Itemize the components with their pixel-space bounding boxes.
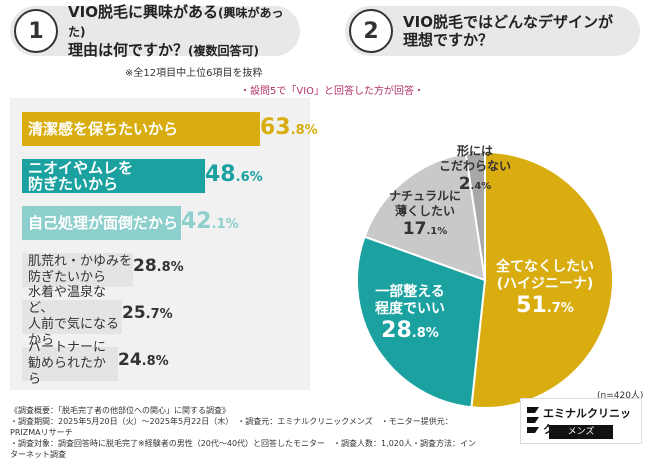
pie-label-4-line-1: 形には	[457, 143, 494, 158]
logo-name: エミナルクリニック	[543, 407, 631, 436]
pie-slice-4	[464, 150, 486, 281]
question-1-header: 1 VIO脱毛に興味がある(興味があった) 理由は何ですか？(複数回答可)	[10, 3, 300, 59]
bar-5-fill: 水着や温泉など、 人前で気になるから	[22, 285, 122, 348]
sample-size-note: (n=420人)	[597, 391, 644, 401]
pie-label-1: 全てなくしたい (ハイジニーナ) 51.7%	[496, 259, 594, 322]
bar-6-label-line-2: 勧められたから	[28, 356, 107, 387]
bar-1-fill: 清潔感を保ちたいから	[22, 112, 260, 146]
question-2-number: 2	[349, 9, 393, 53]
infographic: 1 VIO脱毛に興味がある(興味があった) 理由は何ですか？(複数回答可) 2 …	[10, 2, 644, 459]
footer-line-2: ・調査期間：2025年5月20日（火）～2025年5月22日（木） ・調査元：エ…	[10, 417, 453, 437]
pie-chart	[355, 150, 615, 414]
bar-2-label-line-2: 防ぎたいから	[28, 175, 119, 193]
bar-2: ニオイやムレを 防ぎたいから 48.6%	[22, 159, 263, 193]
footer-line-3: ・調査対象：調査回答時に脱毛完了※経験者の男性（20代～40代）と回答したモニタ…	[10, 439, 476, 459]
question-1-line1-sub: (興味があった)	[68, 5, 284, 39]
question-2-header: 2 VIO脱毛ではどんなデザインが 理想ですか？	[345, 6, 640, 56]
top-items-note: ※全12項目中上位6項目を抜粋	[125, 68, 263, 79]
bar-1: 清潔感を保ちたいから 63.8%	[22, 112, 318, 146]
logo-sub: メンズ	[549, 425, 613, 439]
question-2-line1: VIO脱毛ではどんなデザインが	[403, 13, 613, 31]
bar-chart-panel	[10, 98, 310, 390]
survey-footer: 《調査概要：「脱毛完了者の他部位への関心」に関する調査》 ・調査期間：2025年…	[10, 405, 480, 460]
pie-label-2: 一部整える 程度でいい 28.8%	[375, 284, 445, 347]
bar-3-value: 42.1%	[181, 209, 239, 234]
pie-label-1-line-1: 全てなくしたい	[496, 258, 594, 275]
logo-mark-icon	[527, 407, 539, 433]
bar-4-label-line-1: 肌荒れ・かゆみを	[28, 254, 133, 269]
bar-4-value: 28.8%	[133, 256, 184, 276]
bar-4: 肌荒れ・かゆみを 防ぎたいから 28.8%	[22, 253, 184, 287]
bar-2-fill: ニオイやムレを 防ぎたいから	[22, 159, 205, 193]
pie-chart-svg	[356, 150, 614, 409]
pie-label-4: 形には こだわらない 2.4%	[439, 144, 511, 197]
bar-2-label-line-1: ニオイやムレを	[28, 159, 134, 177]
question-1-line2-sub: (複数回答可)	[188, 43, 259, 58]
bar-6-label-line-1: パートナーに	[28, 340, 107, 355]
bar-5: 水着や温泉など、 人前で気になるから 25.7%	[22, 285, 173, 348]
pie-label-4-line-2: こだわらない	[439, 158, 512, 173]
pie-label-2-value: 28.8%	[381, 317, 439, 343]
bar-3: 自己処理が面倒だから 42.1%	[22, 206, 239, 240]
bar-1-value: 63.8%	[260, 115, 318, 140]
bar-2-value: 48.6%	[205, 162, 263, 187]
pie-slice-3	[363, 152, 487, 282]
pie-label-3-line-1: ナチュラルに	[389, 188, 462, 203]
bar-5-value: 25.7%	[122, 303, 173, 323]
bar-6-fill: パートナーに 勧められたから	[22, 340, 118, 387]
bar-6-value: 24.8%	[118, 350, 169, 370]
bar-3-fill: 自己処理が面倒だから	[22, 206, 181, 240]
bar-6: パートナーに 勧められたから 24.8%	[22, 340, 169, 387]
pie-label-2-line-2: 程度でいい	[375, 300, 445, 317]
question-1-number: 1	[14, 9, 58, 53]
pie-label-3-value: 17.1%	[402, 218, 448, 239]
bar-5-label-line-1: 水着や温泉など、	[28, 285, 107, 316]
bar-1-label-line-1: 清潔感を保ちたいから	[28, 120, 179, 138]
footer-line-1: 《調査概要：「脱毛完了者の他部位への関心」に関する調査》	[10, 406, 230, 415]
question-1-line1: VIO脱毛に興味がある	[68, 2, 218, 21]
pie-label-3: ナチュラルに 薄くしたい 17.1%	[389, 189, 461, 242]
clinic-logo: エミナルクリニック メンズ	[520, 398, 642, 444]
pie-label-4-value: 2.4%	[458, 173, 492, 194]
pie-slice-2	[356, 235, 487, 409]
bar-3-label-line-1: 自己処理が面倒だから	[28, 214, 179, 232]
bar-4-fill: 肌荒れ・かゆみを 防ぎたいから	[22, 253, 133, 287]
question-1-text: VIO脱毛に興味がある(興味があった) 理由は何ですか？(複数回答可)	[68, 3, 300, 60]
question-2-text: VIO脱毛ではどんなデザインが 理想ですか？	[403, 13, 613, 49]
question-2-line2: 理想ですか？	[403, 31, 494, 49]
pie-label-1-value: 51.7%	[516, 292, 574, 318]
bar-4-label-line-2: 防ぎたいから	[28, 270, 107, 285]
pie-label-1-line-2: (ハイジニーナ)	[496, 275, 594, 292]
respondent-condition-note: ・設問5で「VIO」と回答した方が回答・	[240, 86, 425, 97]
question-1-line2: 理由は何ですか？	[68, 40, 189, 59]
pie-label-2-line-1: 一部整える	[375, 283, 445, 300]
pie-label-3-line-2: 薄くしたい	[395, 203, 456, 218]
bar-5-label-line-2: 人前で気になるから	[28, 317, 120, 348]
